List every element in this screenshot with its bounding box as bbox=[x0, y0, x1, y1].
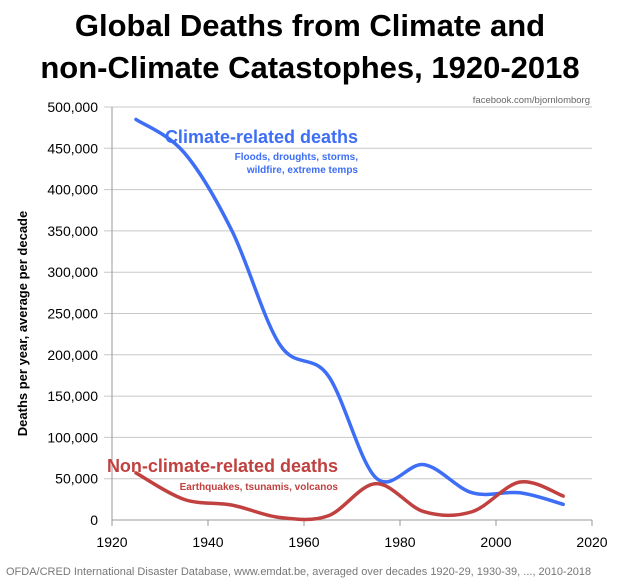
y-tick-label: 350,000 bbox=[47, 223, 98, 239]
y-tick-label: 200,000 bbox=[47, 347, 98, 363]
y-tick-label: 300,000 bbox=[47, 264, 98, 280]
y-tick-label: 0 bbox=[90, 512, 98, 528]
x-tick-label: 2020 bbox=[576, 534, 607, 550]
y-tick-label: 500,000 bbox=[47, 99, 98, 115]
chart-title-line2: non-Climate Catastophes, 1920-2018 bbox=[40, 50, 580, 85]
y-axis-label: Deaths per year, average per decade bbox=[15, 211, 30, 436]
x-tick-label: 1980 bbox=[384, 534, 415, 550]
y-tick-label: 400,000 bbox=[47, 182, 98, 198]
x-tick-label: 1960 bbox=[288, 534, 319, 550]
climate-line bbox=[134, 117, 565, 507]
y-tick-label: 250,000 bbox=[47, 306, 98, 322]
non-climate-line bbox=[134, 471, 565, 522]
series-label-climate: Climate-related deaths bbox=[165, 127, 358, 147]
series-label-non-climate: Non-climate-related deaths bbox=[107, 456, 338, 476]
source-note: OFDA/CRED International Disaster Databas… bbox=[6, 566, 592, 578]
credit: facebook.com/bjornlomborg bbox=[473, 95, 590, 106]
y-tick-label: 450,000 bbox=[47, 140, 98, 156]
x-tick-label: 2000 bbox=[480, 534, 511, 550]
series-sublabel: wildfire, extreme temps bbox=[246, 165, 359, 176]
series-sublabel: Earthquakes, tsunamis, volcanos bbox=[180, 482, 339, 493]
series-sublabel: Floods, droughts, storms, bbox=[235, 152, 359, 163]
y-tick-label: 50,000 bbox=[55, 471, 98, 487]
y-tick-label: 150,000 bbox=[47, 388, 98, 404]
chart-title-line1: Global Deaths from Climate and bbox=[74, 8, 546, 43]
x-tick-label: 1940 bbox=[192, 534, 223, 550]
y-tick-label: 100,000 bbox=[47, 429, 98, 445]
x-tick-label: 1920 bbox=[96, 534, 127, 550]
